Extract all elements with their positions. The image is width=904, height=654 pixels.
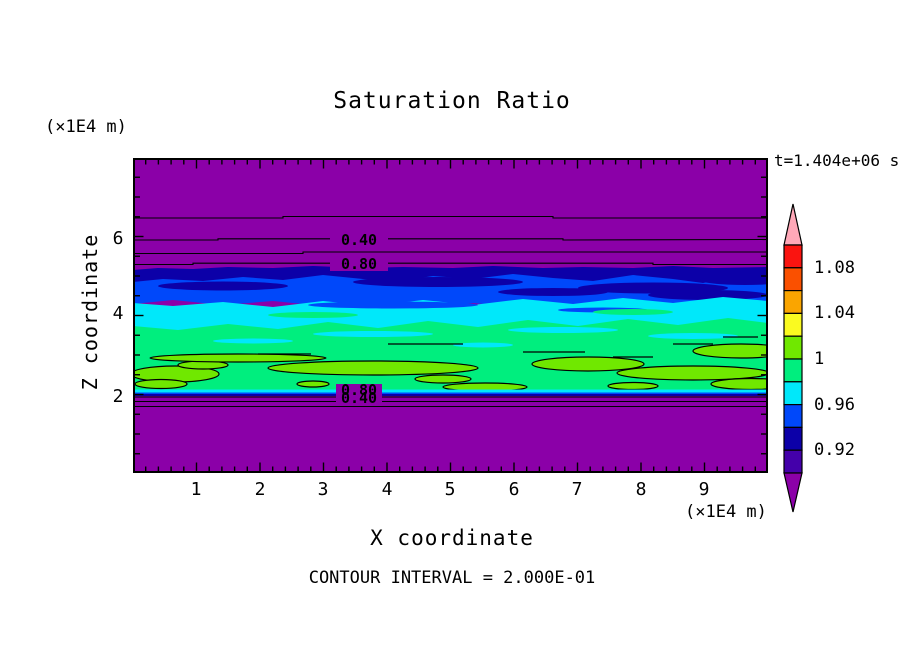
colorbar-arrow-top (783, 203, 803, 246)
colorbar-label-1: 1 (814, 349, 825, 369)
contour-label-080-top: 0.80 (341, 255, 377, 273)
colorbar-seg-orange (783, 289, 803, 314)
colorbar-label-0-92: 0.92 (814, 440, 855, 460)
colorbar-svg (783, 203, 803, 513)
colorbar-seg-cyan (783, 381, 803, 406)
cyan-streak (313, 331, 433, 337)
colorbar-label-0-96: 0.96 (814, 395, 855, 415)
green-streak (593, 309, 673, 315)
x-tick-label-9: 9 (698, 479, 710, 500)
cyan-streak (648, 333, 738, 339)
time-annotation: t=1.404e+06 s (774, 151, 900, 170)
label-gap (336, 384, 382, 402)
navy-lens (158, 281, 288, 291)
bottom-cyan-strip (133, 389, 768, 393)
navy-lens (498, 288, 608, 296)
x-tick-label-4: 4 (381, 479, 393, 500)
green-streak (268, 312, 358, 318)
cyan-streak (453, 342, 513, 348)
y-tick-label-6: 6 (112, 228, 124, 249)
navy-lens (353, 277, 523, 287)
bottom-navy-strip (133, 394, 768, 396)
x-tick-label-1: 1 (190, 479, 202, 500)
colorbar-seg-orangered (783, 267, 803, 292)
x-axis-title: X coordinate (370, 526, 534, 550)
x-axis-unit: (×1E4 m) (685, 502, 767, 522)
upper-contour-lines (133, 215, 768, 266)
cyan-streak (508, 327, 618, 333)
y-axis-title: Z coordinate (78, 233, 102, 391)
contour-label-040-top: 0.40 (341, 231, 377, 249)
bottom-blue-strip (133, 392, 768, 394)
blue-streak (308, 301, 478, 309)
lower-contour-lines (133, 396, 768, 408)
label-gap (330, 232, 388, 247)
colorbar-arrow-bottom (783, 472, 803, 513)
plot-frame (133, 158, 768, 473)
x-tick-label-7: 7 (571, 479, 583, 500)
chartreuse-lenses (133, 343, 768, 392)
cyan-streak (213, 338, 293, 344)
page-title: Saturation Ratio (333, 88, 571, 114)
colorbar-seg-springgreen (783, 358, 803, 383)
y-axis-unit: (×1E4 m) (45, 117, 127, 137)
plot-svg: 0.40 0.80 0.80 0.40 (133, 158, 768, 473)
colorbar-seg-darkviolet (783, 449, 803, 474)
colorbar-seg-blue (783, 404, 803, 429)
navy-lens (700, 275, 768, 285)
y-tick-label-2: 2 (112, 386, 124, 407)
contour-label-080-bottom: 0.80 (341, 381, 377, 399)
colorbar-seg-red (783, 244, 803, 269)
colorbar-seg-yellow (783, 312, 803, 337)
contour-segments (258, 336, 758, 358)
x-tick-label-3: 3 (317, 479, 329, 500)
x-tick-label-6: 6 (508, 479, 520, 500)
x-tick-label-2: 2 (254, 479, 266, 500)
contour-interval-note: CONTOUR INTERVAL = 2.000E-01 (308, 568, 596, 588)
contour-label-040-bottom: 0.40 (341, 389, 377, 407)
colorbar-label-1-04: 1.04 (814, 303, 855, 323)
colorbar-label-1-08: 1.08 (814, 258, 855, 278)
navy-lens (648, 290, 768, 300)
colorbar-seg-chartreuse (783, 335, 803, 360)
axis-ticks (135, 160, 766, 471)
x-tick-label-8: 8 (635, 479, 647, 500)
y-tick-label-4: 4 (112, 303, 124, 324)
colorbar-seg-navy (783, 426, 803, 451)
label-gap (330, 256, 388, 271)
x-tick-label-5: 5 (444, 479, 456, 500)
